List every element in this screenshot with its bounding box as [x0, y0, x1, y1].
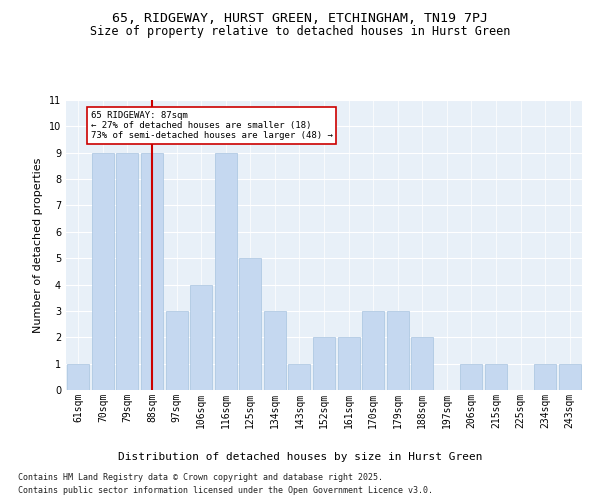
Text: Distribution of detached houses by size in Hurst Green: Distribution of detached houses by size …	[118, 452, 482, 462]
Bar	[67, 364, 89, 390]
Text: 65, RIDGEWAY, HURST GREEN, ETCHINGHAM, TN19 7PJ: 65, RIDGEWAY, HURST GREEN, ETCHINGHAM, T…	[112, 12, 488, 26]
Bar	[362, 311, 384, 390]
Bar	[485, 364, 507, 390]
Bar	[239, 258, 262, 390]
Bar	[166, 311, 188, 390]
Bar	[141, 152, 163, 390]
Bar	[190, 284, 212, 390]
Text: Contains public sector information licensed under the Open Government Licence v3: Contains public sector information licen…	[18, 486, 433, 495]
Bar	[264, 311, 286, 390]
Bar	[116, 152, 139, 390]
Bar	[92, 152, 114, 390]
Bar	[411, 338, 433, 390]
Text: 65 RIDGEWAY: 87sqm
← 27% of detached houses are smaller (18)
73% of semi-detache: 65 RIDGEWAY: 87sqm ← 27% of detached hou…	[91, 110, 332, 140]
Bar	[534, 364, 556, 390]
Bar	[460, 364, 482, 390]
Bar	[386, 311, 409, 390]
Bar	[313, 338, 335, 390]
Text: Size of property relative to detached houses in Hurst Green: Size of property relative to detached ho…	[90, 25, 510, 38]
Bar	[289, 364, 310, 390]
Bar	[559, 364, 581, 390]
Y-axis label: Number of detached properties: Number of detached properties	[34, 158, 43, 332]
Text: Contains HM Land Registry data © Crown copyright and database right 2025.: Contains HM Land Registry data © Crown c…	[18, 472, 383, 482]
Bar	[215, 152, 237, 390]
Bar	[338, 338, 359, 390]
